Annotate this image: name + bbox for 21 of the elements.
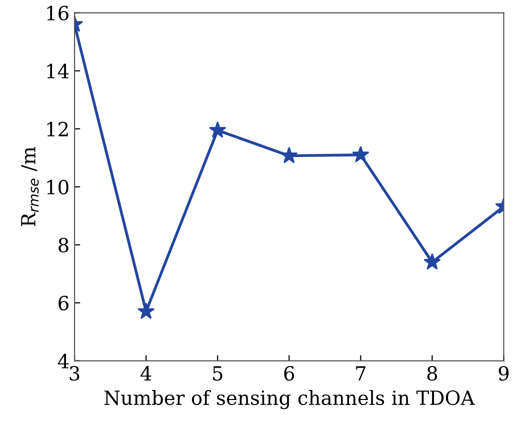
y-tick-label: 16	[47, 6, 68, 20]
y-tick-label: 14	[47, 64, 69, 78]
y-tick-label: 6	[58, 296, 68, 310]
x-tick-label: 7	[356, 366, 366, 380]
point	[137, 302, 155, 319]
point	[424, 253, 441, 270]
x-tick-label: 3	[70, 366, 80, 381]
y-tick-label: 12	[47, 122, 68, 136]
y-tick-label: 10	[47, 180, 68, 194]
point	[280, 146, 298, 164]
point	[208, 121, 226, 138]
x-axis-title: Number of sensing channels in TDOA	[104, 390, 475, 410]
x-tick-label: 5	[213, 366, 222, 381]
y-axis-title: R$_{rmse}$ /m	[21, 146, 39, 226]
x-tick-label: 8	[427, 366, 438, 381]
y-tick-label: 4	[58, 354, 69, 368]
x-tick-label: 4	[140, 366, 152, 380]
y-tick-label: 8	[58, 238, 68, 252]
point	[352, 146, 370, 162]
x-tick-label: 9	[498, 366, 509, 381]
x-tick-label: 6	[284, 366, 294, 381]
